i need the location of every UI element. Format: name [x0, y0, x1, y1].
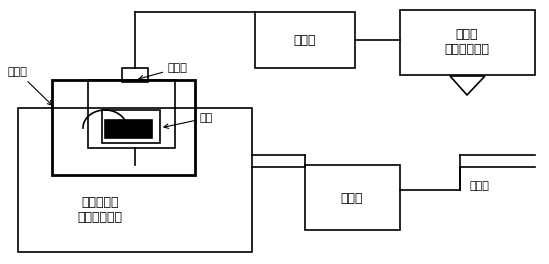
Bar	[305, 165, 400, 230]
Bar	[88, 80, 175, 148]
Text: 排气口: 排气口	[470, 181, 490, 191]
Text: 真空腔: 真空腔	[8, 67, 52, 105]
Text: 显示器
（读取数据）: 显示器 （读取数据）	[445, 28, 490, 56]
Text: 冷冻干燥机
（控温控压）: 冷冻干燥机 （控温控压）	[77, 196, 122, 224]
Bar	[102, 110, 160, 143]
Bar	[400, 10, 535, 75]
Text: 探头: 探头	[164, 113, 213, 128]
Bar	[105, 120, 152, 138]
Bar	[122, 68, 148, 82]
Bar	[255, 12, 355, 68]
Bar	[18, 108, 252, 252]
Text: 导热仪: 导热仪	[294, 34, 316, 46]
Text: 样品池: 样品池	[139, 63, 188, 80]
Bar	[52, 80, 195, 175]
Text: 机械泵: 机械泵	[341, 191, 363, 205]
